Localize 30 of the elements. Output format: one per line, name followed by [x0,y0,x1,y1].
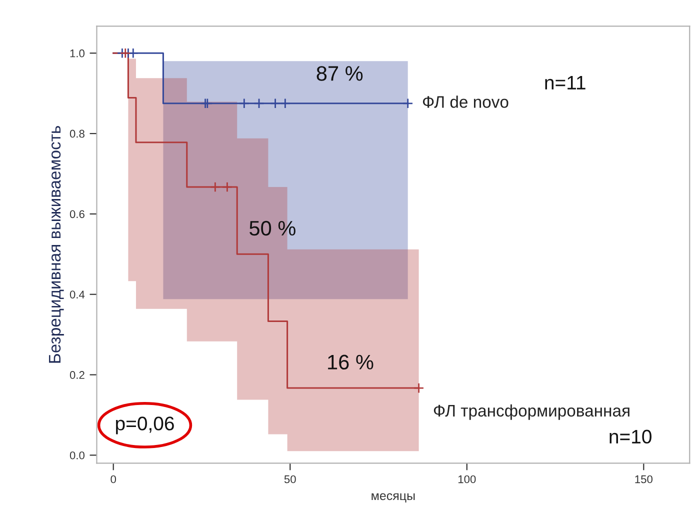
point [210,182,221,192]
annotation: n=10 [610,430,652,444]
point [238,98,250,109]
point [413,382,424,394]
annotation: 16 % [328,354,374,370]
y-tick-label: 0.2 [70,371,84,379]
x-tick-label: 50 [284,475,296,484]
annotation: n=11 [545,76,586,90]
x-axis-title: месяцы [372,493,415,502]
annotation: 87 % [316,66,363,81]
y-axis-title: Безрецидивная выживаемость [49,126,64,363]
y-tick-label: 1.0 [70,49,84,58]
x-tick-label: 0 [110,475,116,484]
series-label: ФЛ de novo [422,96,508,108]
point [222,182,233,192]
y-tick-label: 0.4 [70,290,85,298]
y-tick-label: 0.8 [70,130,84,138]
annotation: p=0,06 [116,416,174,434]
y-tick-label: 0.6 [70,210,84,218]
point [202,98,213,109]
y-tick-label: 0.0 [70,451,84,460]
point [120,48,131,58]
annotation: 50 % [250,220,296,236]
point [280,98,291,109]
point [254,98,264,109]
x-tick-label: 150 [635,475,652,484]
series-label: ФЛ трансформированная [434,404,630,420]
point [270,98,281,109]
point [402,98,414,109]
x-tick-label: 100 [458,475,476,484]
